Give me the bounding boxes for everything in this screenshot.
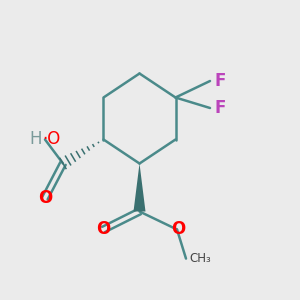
Polygon shape [134, 164, 146, 211]
Text: CH₃: CH₃ [189, 252, 211, 265]
Text: ·O: ·O [42, 130, 60, 148]
Text: F: F [214, 72, 226, 90]
Text: O: O [171, 220, 186, 238]
Text: O: O [38, 189, 52, 207]
Text: F: F [214, 99, 226, 117]
Text: H: H [29, 130, 42, 148]
Text: O: O [96, 220, 111, 238]
